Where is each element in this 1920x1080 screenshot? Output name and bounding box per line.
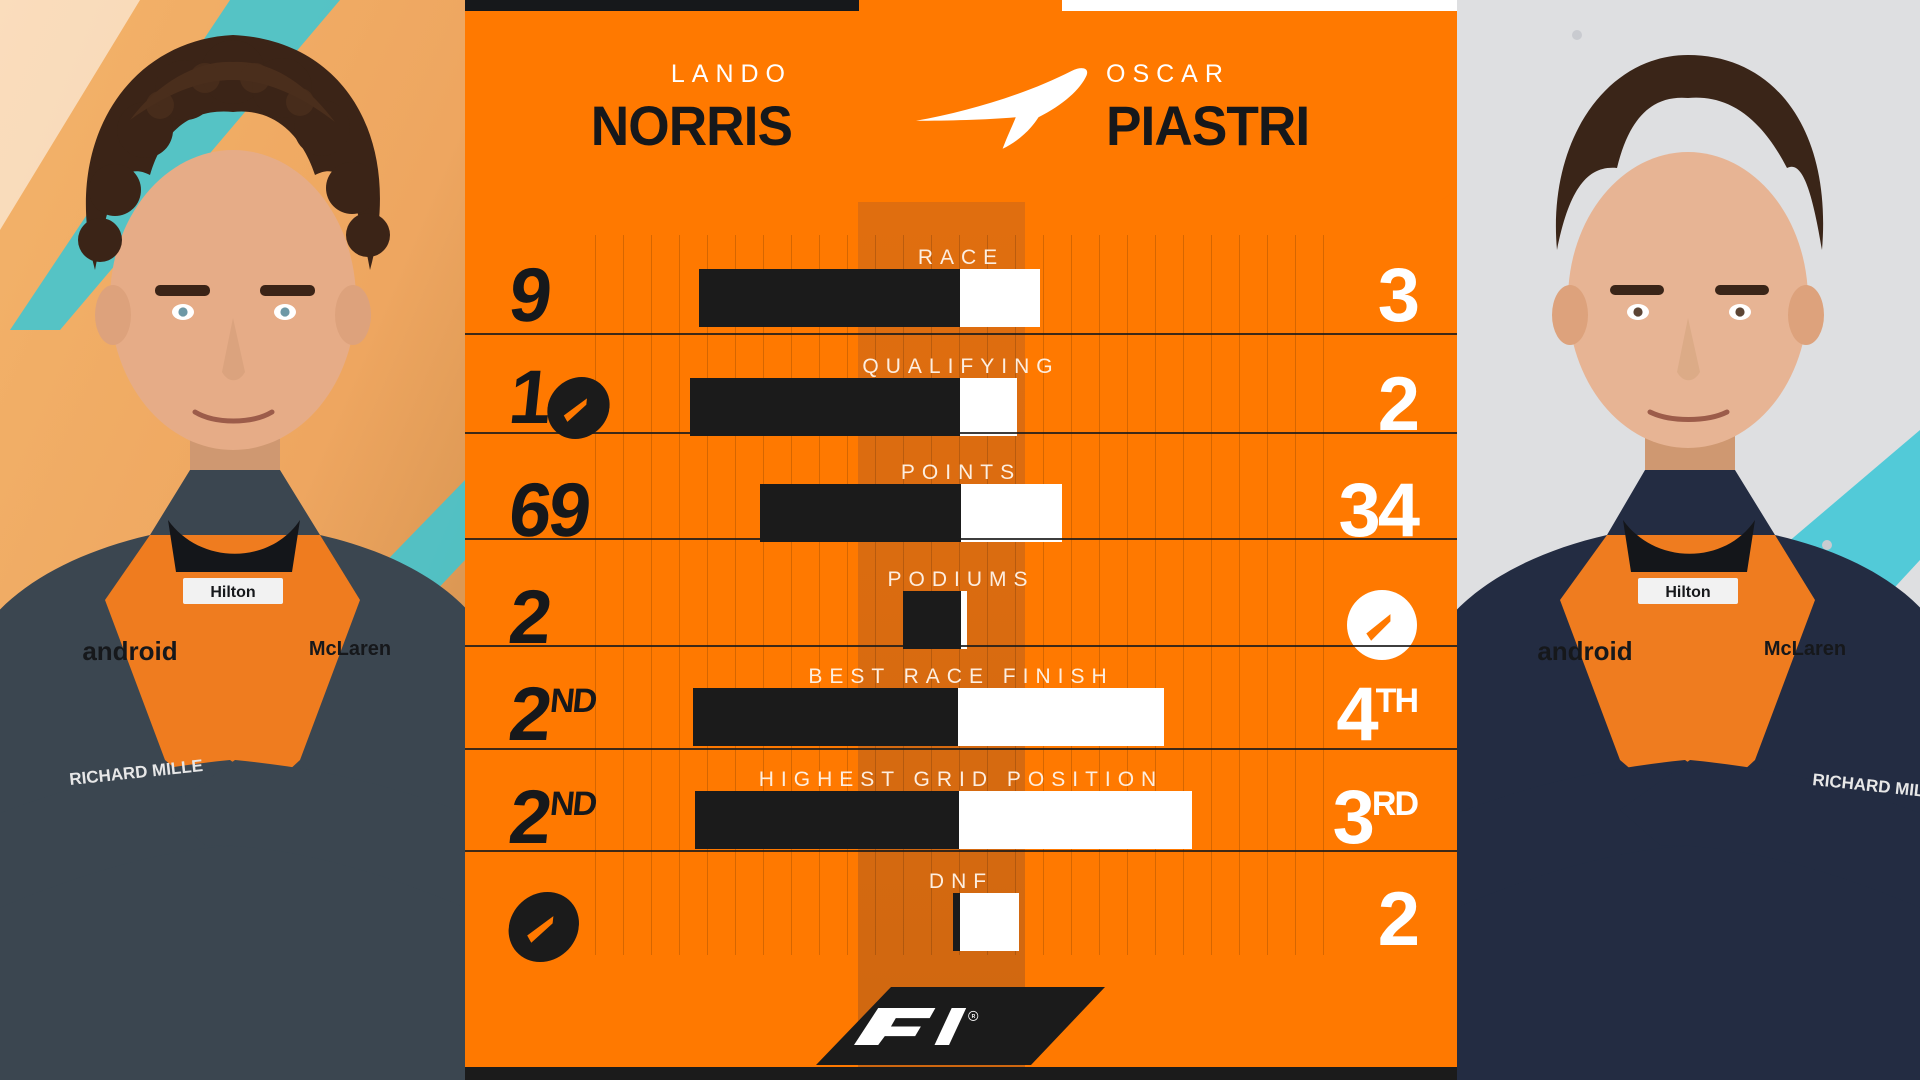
svg-text:android: android [1537, 636, 1632, 666]
svg-text:McLaren: McLaren [1764, 638, 1846, 660]
svg-text:android: android [82, 636, 177, 666]
svg-text:R: R [972, 1014, 976, 1020]
svg-text:McLaren: McLaren [309, 638, 391, 660]
svg-text:Hilton: Hilton [1665, 584, 1710, 601]
svg-text:Hilton: Hilton [210, 584, 255, 601]
